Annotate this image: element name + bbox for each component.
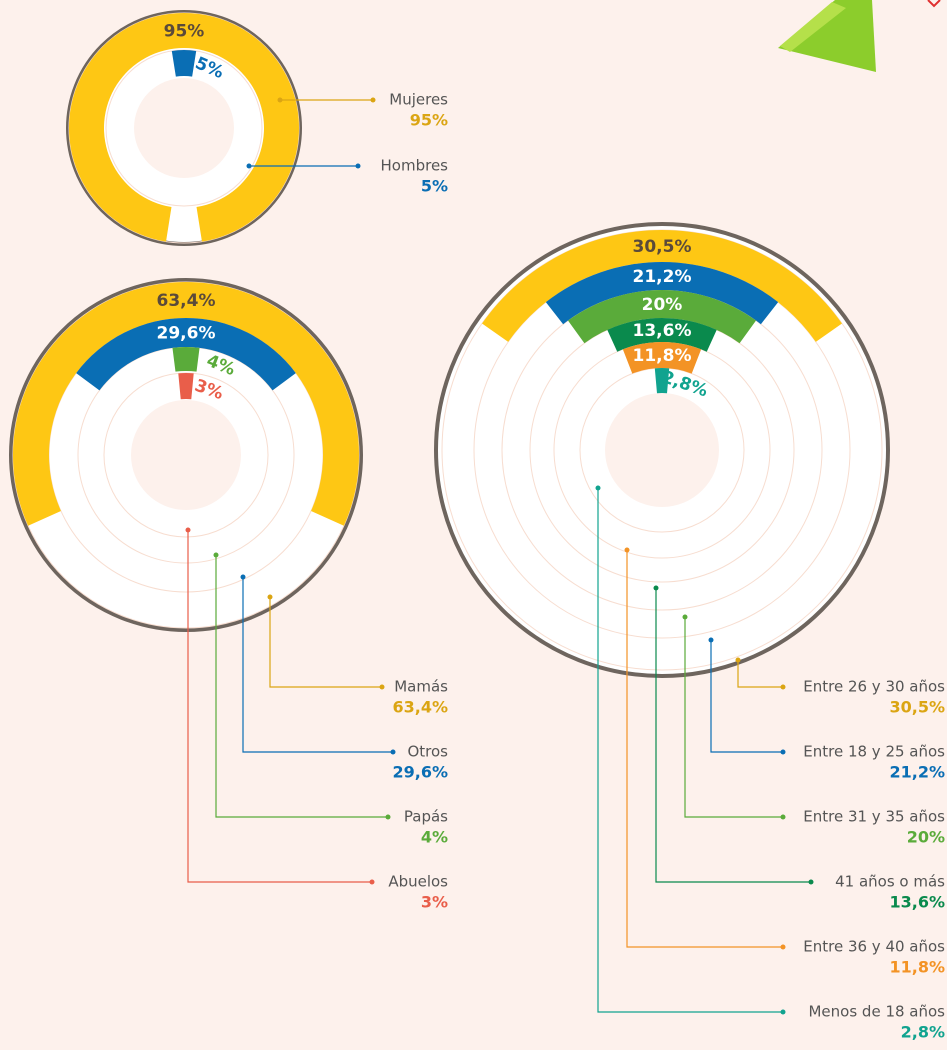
- legend-name: Otros: [407, 743, 448, 761]
- legend-name: Menos de 18 años: [808, 1003, 945, 1021]
- legend-name: Hombres: [381, 157, 449, 175]
- radial-bar: [76, 318, 296, 391]
- callout-dot: [240, 574, 246, 580]
- legend-value: 3%: [421, 893, 448, 912]
- legend-value: 5%: [421, 177, 448, 196]
- decoration: [927, 0, 941, 8]
- legend-value: 30,5%: [889, 698, 945, 717]
- callout-dot: [246, 163, 252, 169]
- legend-name: Entre 18 y 25 años: [803, 743, 945, 761]
- radial-bar: [567, 289, 757, 344]
- chart-core: [134, 78, 234, 178]
- callout-dot: [780, 749, 786, 755]
- ring-guide: [579, 367, 745, 533]
- legend-value: 21,2%: [889, 763, 945, 782]
- callout-dot: [735, 657, 741, 663]
- radial-bar: [545, 262, 779, 325]
- bar-label: 63,4%: [157, 291, 216, 311]
- radial-bar: [178, 373, 194, 400]
- bar-label: 20%: [642, 295, 683, 315]
- callout-dot: [390, 749, 396, 755]
- callout-dot: [370, 97, 376, 103]
- decoration: [778, 0, 876, 72]
- legend-value: 13,6%: [889, 893, 945, 912]
- callout-dot: [624, 547, 630, 553]
- legend-name: Entre 36 y 40 años: [803, 938, 945, 956]
- legend-value: 95%: [410, 111, 448, 130]
- callout-dot: [355, 163, 361, 169]
- radial-bar: [622, 342, 702, 374]
- callout-dot: [780, 944, 786, 950]
- callout-dot: [369, 879, 375, 885]
- callout-line: [187, 530, 372, 883]
- bar-label: 29,6%: [157, 324, 216, 344]
- callout-dot: [653, 585, 659, 591]
- radial-bar: [172, 347, 200, 372]
- callout-dot: [277, 97, 283, 103]
- legend-name: Abuelos: [388, 873, 448, 891]
- radial-bar: [607, 318, 717, 352]
- legend-value: 20%: [907, 828, 945, 847]
- callout-dot: [379, 684, 385, 690]
- bar-label: 21,2%: [633, 267, 692, 287]
- callout-dot: [185, 527, 191, 533]
- callout-dot: [385, 814, 391, 820]
- bar-label: 11,8%: [633, 346, 692, 366]
- callout-line: [684, 617, 783, 818]
- callout-dot: [780, 1009, 786, 1015]
- callout-line: [215, 555, 388, 818]
- callout-dot: [780, 684, 786, 690]
- radial-bar: [171, 50, 197, 77]
- callout-dot: [267, 594, 273, 600]
- bar-label: 95%: [164, 22, 205, 42]
- legend-value: 4%: [421, 828, 448, 847]
- radial-bar: [654, 368, 670, 394]
- legend-name: Papás: [404, 808, 448, 826]
- callout-line: [242, 577, 393, 753]
- callout-dot: [780, 814, 786, 820]
- legend-value: 63,4%: [392, 698, 448, 717]
- callout-line: [269, 597, 382, 688]
- bar-label: 13,6%: [633, 321, 692, 341]
- callout-dot: [708, 637, 714, 643]
- chart-core: [131, 400, 241, 510]
- callout-line: [597, 488, 783, 1013]
- callout-dot: [213, 552, 219, 558]
- callout-dot: [595, 485, 601, 491]
- radial-bar: [68, 12, 300, 242]
- legend-name: Mamás: [394, 678, 448, 696]
- callout-line: [655, 588, 811, 883]
- radial-bar: [12, 281, 359, 526]
- legend-name: 41 años o más: [835, 873, 945, 891]
- decoration: [780, 2, 846, 52]
- legend-name: Entre 31 y 35 años: [803, 808, 945, 826]
- legend-name: Mujeres: [389, 91, 448, 109]
- legend-value: 11,8%: [889, 958, 945, 977]
- chart-core: [605, 393, 719, 507]
- legend-value: 29,6%: [392, 763, 448, 782]
- legend-value: 2,8%: [901, 1023, 945, 1042]
- callout-dot: [808, 879, 814, 885]
- callout-line: [626, 550, 783, 948]
- callout-line: [710, 640, 783, 753]
- callout-dot: [682, 614, 688, 620]
- radial-bar: [482, 230, 842, 342]
- bar-label: 30,5%: [633, 237, 692, 257]
- callout-line: [737, 660, 783, 688]
- legend-name: Entre 26 y 30 años: [803, 678, 945, 696]
